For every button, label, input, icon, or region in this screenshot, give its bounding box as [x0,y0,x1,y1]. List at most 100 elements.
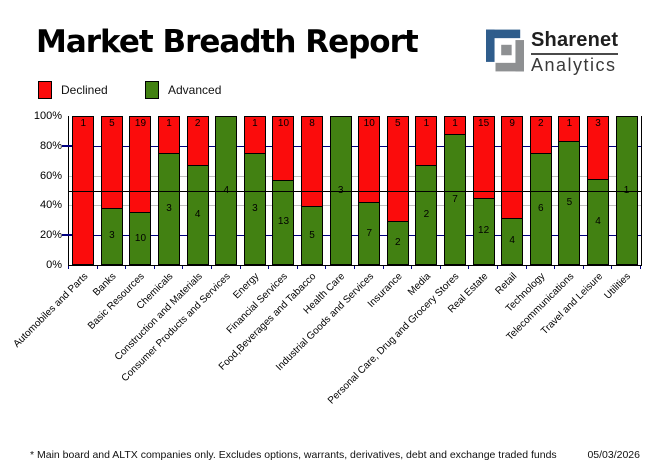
advanced-segment [130,213,151,264]
y-tick-80 [62,144,72,147]
x-boundary-tick [582,266,584,269]
bar-group: 19 10 [126,116,155,265]
advanced-segment [244,153,265,264]
advanced-count-label: 3 [338,185,344,197]
x-boundary-tick [354,266,355,269]
declined-count-label: 15 [478,118,490,129]
advanced-segment [273,180,294,264]
gridline-80 [69,145,641,147]
declined-segment [130,117,151,214]
declined-segment [445,117,466,136]
advanced-count-label: 2 [423,209,430,221]
x-boundary-tick [96,266,98,269]
x-boundary-tick [296,266,298,269]
declined-count-label: 1 [252,118,258,129]
logo-name: Sharenet [531,29,619,51]
advanced-segment [359,203,380,264]
gridline-40 [69,205,641,207]
advanced-count-label: 4 [194,209,201,221]
x-boundary-tick [268,266,270,269]
gridline-20 [69,235,641,237]
declined-segment [159,117,180,154]
y-axis-labels: 100% 80% 60% 40% 20% 0% [0,110,62,271]
x-boundary-tick [525,266,527,269]
x-boundary-tick [125,266,127,269]
declined-count-label: 10 [277,118,290,129]
sharenet-logo-icon [486,29,524,72]
declined-count-label: 5 [395,118,401,129]
legend-declined-swatch [38,81,52,99]
legend-item-declined: Declined [38,81,108,99]
advanced-count-label: 3 [252,202,258,214]
declined-count-label: 3 [595,118,601,129]
advanced-segment [387,222,408,264]
declined-count-label: 19 [134,118,147,129]
declined-count-label: 1 [166,118,172,129]
advanced-segment [473,198,494,264]
declined-segment [473,117,494,199]
advanced-count-label: 7 [452,193,458,205]
declined-segment [359,117,380,204]
report-date: 05/03/2026 [587,449,640,461]
advanced-segment [159,153,180,264]
x-boundary-tick [640,266,641,269]
declined-segment [559,117,580,142]
declined-count-label: 1 [566,118,573,129]
advanced-segment [587,180,608,264]
x-axis-label: Retail [493,271,520,297]
advanced-count-label: 10 [134,232,147,244]
x-boundary-tick [211,266,212,269]
y-axis-label: 60% [39,169,62,182]
x-boundary-tick [554,266,556,269]
x-boundary-tick [182,266,184,269]
midline-50 [69,190,641,192]
legend-advanced-swatch [145,81,159,99]
footnote: * Main board and ALTX companies only. Ex… [30,449,557,461]
x-boundary-tick [611,266,613,269]
advanced-segment [502,218,523,264]
y-axis-label: 20% [39,229,62,242]
advanced-segment [445,135,466,264]
x-axis-label: Utilities [602,271,634,302]
y-axis-label: 0% [46,259,62,271]
legend-declined-label: Declined [61,83,108,97]
declined-segment [587,117,608,180]
advanced-count-label: 4 [595,216,601,228]
declined-segment [187,117,208,166]
declined-count-label: 1 [423,118,430,129]
advanced-count-label: 3 [109,230,115,242]
declined-segment [302,117,323,208]
advanced-count-label: 5 [309,229,315,241]
stacked-bar: 19 10 [129,116,152,265]
advanced-segment [302,207,323,264]
declined-count-label: 1 [80,118,87,129]
y-axis-label: 80% [39,139,62,152]
x-boundary-tick [439,266,441,269]
advanced-count-label: 5 [566,196,573,208]
advanced-count-label: 12 [478,225,490,237]
logo-divider [531,53,619,55]
advanced-count-label: 4 [223,185,229,197]
declined-segment [416,117,437,166]
y-axis-label: 40% [39,199,62,212]
advanced-count-label: 13 [277,216,290,228]
x-axis-label: Automobiles and Parts [11,271,91,350]
declined-segment [273,117,294,181]
advanced-count-label: 6 [538,202,544,214]
declined-count-label: 5 [109,118,115,129]
x-boundary-tick [153,266,155,269]
advanced-segment [530,153,551,264]
x-boundary-tick [382,266,384,269]
advanced-count-label: 7 [366,227,373,239]
logo-text: Sharenet Analytics [531,29,619,75]
declined-segment [244,117,265,154]
sharenet-logo: Sharenet Analytics [486,29,619,75]
legend-item-advanced: Advanced [145,81,221,99]
declined-count-label: 8 [309,118,315,129]
declined-count-label: 2 [538,118,544,129]
advanced-segment [559,141,580,264]
declined-count-label: 2 [194,118,201,129]
x-boundary-tick [497,266,498,269]
advanced-count-label: 4 [509,235,515,247]
